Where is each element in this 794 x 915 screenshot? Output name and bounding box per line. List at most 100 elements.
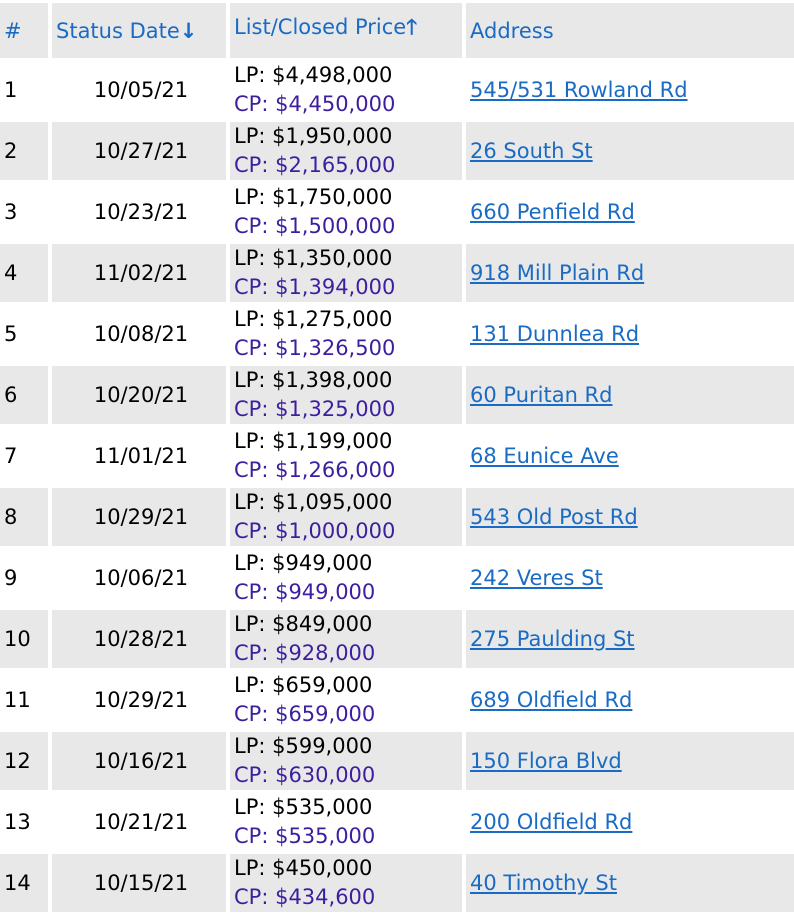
table-row: 9 10/06/21 LP: $949,000 CP: $949,000 242 Ver… xyxy=(0,549,794,607)
status-date: 10/29/21 xyxy=(93,688,189,712)
address-cell: 660 Penfield Rd xyxy=(466,183,794,241)
row-num: 11 xyxy=(4,688,31,712)
price-cell: LP: $949,000 CP: $949,000 xyxy=(230,549,462,607)
status-date: 10/27/21 xyxy=(52,122,226,180)
header-price[interactable]: List/Closed Price🡑 xyxy=(230,3,462,58)
price-cell: LP: $535,000 CP: $535,000 xyxy=(230,793,462,851)
price-cell: LP: $1,095,000 CP: $1,000,000 xyxy=(230,488,462,546)
header-status-date[interactable]: Status Date↓ xyxy=(52,3,226,58)
closed-price: CP: $434,600 xyxy=(234,885,376,909)
status-date: 10/15/21 xyxy=(52,854,226,912)
closed-price: CP: $1,326,500 xyxy=(234,336,396,360)
closed-price: CP: $928,000 xyxy=(234,641,376,665)
address-cell: 68 Eunice Ave xyxy=(466,427,794,485)
closed-price: CP: $4,450,000 xyxy=(234,92,396,116)
list-price: LP: $659,000 xyxy=(234,673,373,697)
address-cell: 689 Oldfield Rd xyxy=(466,671,794,729)
price-cell: LP: $659,000 CP: $659,000 xyxy=(230,671,462,729)
price-cell: LP: $1,350,000 CP: $1,394,000 xyxy=(230,244,462,302)
address-cell: 275 Paulding St xyxy=(466,610,794,668)
closed-price: CP: $659,000 xyxy=(234,702,376,726)
address-cell: 200 Oldfield Rd xyxy=(466,793,794,851)
list-price: LP: $949,000 xyxy=(234,551,373,575)
address-link[interactable]: 26 South St xyxy=(470,139,593,163)
header-address-label: Address xyxy=(470,18,554,43)
address-cell: 543 Old Post Rd xyxy=(466,488,794,546)
row-num: 7 xyxy=(4,444,18,468)
address-link[interactable]: 545/531 Rowland Rd xyxy=(470,78,688,102)
price-cell: LP: $1,750,000 CP: $1,500,000 xyxy=(230,183,462,241)
row-num: 10 xyxy=(0,610,48,668)
address-link[interactable]: 68 Eunice Ave xyxy=(470,444,619,468)
price-cell: LP: $1,398,000 CP: $1,325,000 xyxy=(230,366,462,424)
row-num: 3 xyxy=(4,200,18,224)
table-row: 12 10/16/21 LP: $599,000 CP: $630,000 150 Fl… xyxy=(0,732,794,790)
list-price: LP: $1,350,000 xyxy=(234,246,393,270)
address-cell: 242 Veres St xyxy=(466,549,794,607)
status-date: 10/21/21 xyxy=(93,810,189,834)
status-date: 10/28/21 xyxy=(52,610,226,668)
status-date: 10/08/21 xyxy=(93,322,189,346)
arrow-up-icon: 🡑 xyxy=(406,15,418,39)
price-cell: LP: $4,498,000 CP: $4,450,000 xyxy=(230,61,462,119)
address-link[interactable]: 275 Paulding St xyxy=(470,627,635,651)
address-cell: 26 South St xyxy=(466,122,794,180)
address-link[interactable]: 242 Veres St xyxy=(470,566,603,590)
row-num: 9 xyxy=(4,566,18,590)
header-row: # Status Date↓ List/Closed Price🡑 Addres… xyxy=(0,3,794,58)
table-row: 3 10/23/21 LP: $1,750,000 CP: $1,500,000 660… xyxy=(0,183,794,241)
closed-price: CP: $630,000 xyxy=(234,763,376,787)
row-num: 13 xyxy=(4,810,31,834)
address-link[interactable]: 131 Dunnlea Rd xyxy=(470,322,640,346)
row-num: 1 xyxy=(4,78,18,102)
row-num: 8 xyxy=(0,488,48,546)
header-address[interactable]: Address xyxy=(466,3,794,58)
address-link[interactable]: 660 Penfield Rd xyxy=(470,200,635,224)
list-price: LP: $1,095,000 xyxy=(234,490,393,514)
price-cell: LP: $599,000 CP: $630,000 xyxy=(230,732,462,790)
closed-price: CP: $1,394,000 xyxy=(234,275,396,299)
status-date: 10/29/21 xyxy=(52,488,226,546)
address-link[interactable]: 200 Oldfield Rd xyxy=(470,810,633,834)
list-price: LP: $1,750,000 xyxy=(234,185,393,209)
list-price: LP: $535,000 xyxy=(234,795,373,819)
table-row: 2 10/27/21 LP: $1,950,000 CP: $2,165,000 26 … xyxy=(0,122,794,180)
table-row: 6 10/20/21 LP: $1,398,000 CP: $1,325,000 60 … xyxy=(0,366,794,424)
address-cell: 545/531 Rowland Rd xyxy=(466,61,794,119)
row-num: 6 xyxy=(0,366,48,424)
table-row: 5 10/08/21 LP: $1,275,000 CP: $1,326,500 131… xyxy=(0,305,794,363)
address-link[interactable]: 918 Mill Plain Rd xyxy=(470,261,645,285)
address-link[interactable]: 150 Flora Blvd xyxy=(470,749,622,773)
table-row: 11 10/29/21 LP: $659,000 CP: $659,000 689 Ol… xyxy=(0,671,794,729)
row-num: 4 xyxy=(0,244,48,302)
address-link[interactable]: 60 Puritan Rd xyxy=(470,383,613,407)
row-num: 14 xyxy=(0,854,48,912)
address-cell: 150 Flora Blvd xyxy=(466,732,794,790)
address-cell: 40 Timothy St xyxy=(466,854,794,912)
list-price: LP: $599,000 xyxy=(234,734,373,758)
price-cell: LP: $1,199,000 CP: $1,266,000 xyxy=(230,427,462,485)
list-price: LP: $1,275,000 xyxy=(234,307,393,331)
table-row: 13 10/21/21 LP: $535,000 CP: $535,000 200 Ol… xyxy=(0,793,794,851)
address-link[interactable]: 543 Old Post Rd xyxy=(470,505,638,529)
closed-price: CP: $1,266,000 xyxy=(234,458,396,482)
address-cell: 918 Mill Plain Rd xyxy=(466,244,794,302)
row-num: 12 xyxy=(0,732,48,790)
address-cell: 60 Puritan Rd xyxy=(466,366,794,424)
price-cell: LP: $1,950,000 CP: $2,165,000 xyxy=(230,122,462,180)
status-date: 10/05/21 xyxy=(93,78,189,102)
address-link[interactable]: 40 Timothy St xyxy=(470,871,617,895)
list-price: LP: $450,000 xyxy=(234,856,373,880)
price-cell: LP: $1,275,000 CP: $1,326,500 xyxy=(230,305,462,363)
header-num[interactable]: # xyxy=(0,3,48,58)
address-link[interactable]: 689 Oldfield Rd xyxy=(470,688,633,712)
arrow-down-icon: ↓ xyxy=(179,18,198,43)
address-cell: 131 Dunnlea Rd xyxy=(466,305,794,363)
list-price: LP: $849,000 xyxy=(234,612,373,636)
list-price: LP: $1,199,000 xyxy=(234,429,393,453)
table-row: 7 11/01/21 LP: $1,199,000 CP: $1,266,000 68 … xyxy=(0,427,794,485)
price-cell: LP: $849,000 CP: $928,000 xyxy=(230,610,462,668)
table-row: 1 10/05/21 LP: $4,498,000 CP: $4,450,000 545… xyxy=(0,61,794,119)
closed-price: CP: $2,165,000 xyxy=(234,153,396,177)
